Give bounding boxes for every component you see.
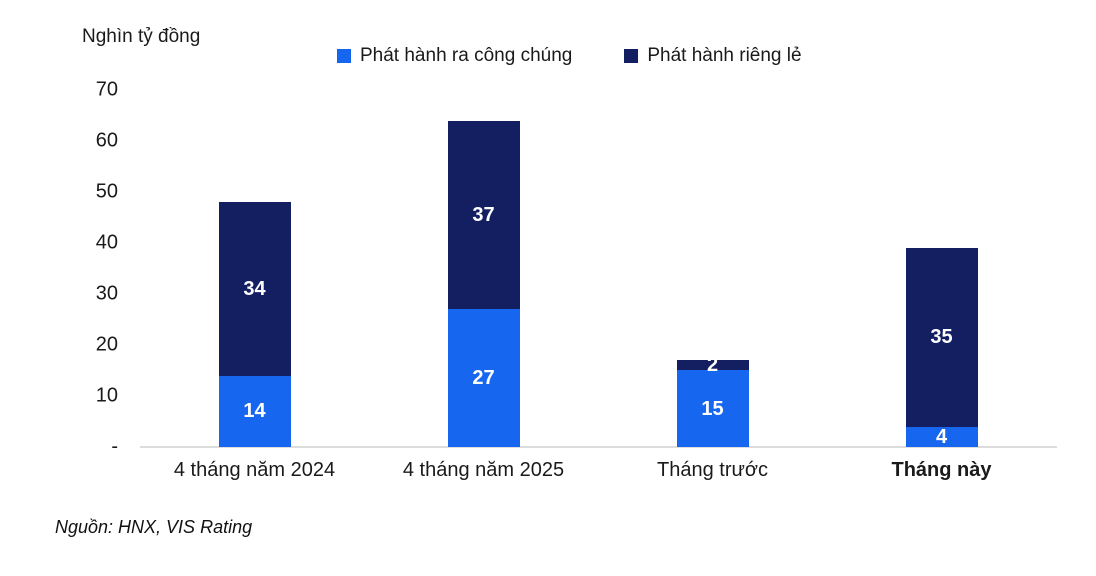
legend-label: Phát hành ra công chúng xyxy=(360,45,573,66)
y-tick-label: 60 xyxy=(95,129,118,152)
source-note: Nguồn: HNX, VIS Rating xyxy=(55,517,253,537)
bar: 15 2 xyxy=(676,355,749,447)
legend-label: Phát hành riêng lẻ xyxy=(647,45,802,66)
bar-value-label: 37 xyxy=(472,203,495,226)
y-tick-label: 50 xyxy=(95,180,118,203)
bar-value-label: 2 xyxy=(706,354,719,377)
bar-segment: 2 xyxy=(676,355,749,375)
bar-segment: 27 xyxy=(447,309,520,447)
bar: 14 34 xyxy=(218,202,291,447)
x-axis-label: 4 tháng năm 2024 xyxy=(173,459,336,481)
bar-segment: 35 xyxy=(905,248,978,427)
legend-item: Phát hành ra công chúng xyxy=(337,45,572,67)
legend-swatch-icon xyxy=(624,49,639,63)
legend: Phát hành ra công chúng Phát hành riêng l… xyxy=(337,45,802,67)
y-tick-label: - xyxy=(111,435,118,458)
bar-segment: 15 xyxy=(676,370,749,447)
bar-value-label: 14 xyxy=(243,400,266,423)
bar: 4 35 xyxy=(905,248,978,448)
bar-value-label: 15 xyxy=(701,397,724,420)
bar-segment: 37 xyxy=(447,120,520,310)
x-axis-label: 4 tháng năm 2025 xyxy=(402,459,565,481)
y-tick-label: 70 xyxy=(95,78,118,101)
bar-segment: 14 xyxy=(218,375,291,447)
y-tick-label: 10 xyxy=(95,384,118,407)
bar-segment: 34 xyxy=(218,202,291,376)
y-tick-label: 20 xyxy=(95,333,118,356)
y-tick-label: 40 xyxy=(95,231,118,254)
bar-segment: 4 xyxy=(905,425,978,448)
bar-value-label: 34 xyxy=(243,277,266,300)
legend-swatch-icon xyxy=(337,49,351,63)
bar: 27 37 xyxy=(447,120,520,447)
bar-value-label: 35 xyxy=(930,326,953,349)
bar-value-label: 27 xyxy=(472,367,495,390)
x-axis-line xyxy=(140,446,1057,448)
x-axis-label: Tháng này xyxy=(891,459,992,481)
x-axis-label: Tháng trước xyxy=(657,459,768,481)
y-axis-title: Nghìn tỷ đồng xyxy=(82,26,201,47)
bar-value-label: 4 xyxy=(935,425,948,448)
y-tick-label: 30 xyxy=(95,282,118,305)
legend-item: Phát hành riêng lẻ xyxy=(624,45,802,67)
